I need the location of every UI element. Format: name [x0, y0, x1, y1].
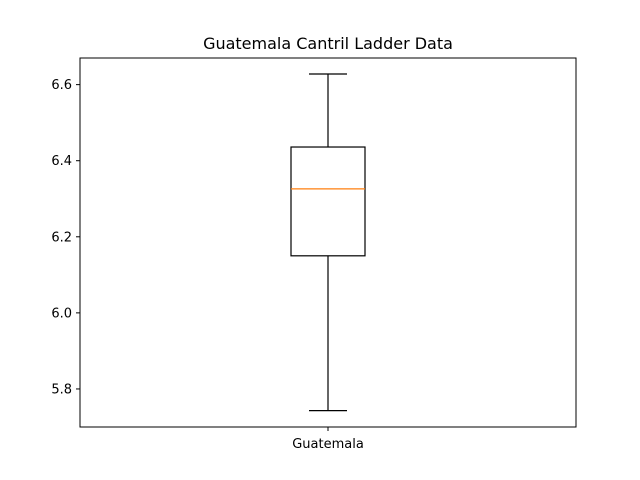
y-tick-label: 6.0	[51, 306, 72, 321]
plot-frame	[79, 57, 577, 428]
plot-marks	[290, 73, 366, 412]
y-tick-label: 6.2	[51, 230, 72, 245]
y-tick-label: 5.8	[51, 382, 72, 397]
x-tick-label: Guatemala	[292, 437, 364, 452]
chart-title: Guatemala Cantril Ladder Data	[203, 34, 453, 53]
y-tick-label: 6.6	[51, 78, 72, 93]
iqr-box	[290, 146, 366, 257]
y-tick-label: 6.4	[51, 154, 72, 169]
x-axis: Guatemala	[292, 427, 364, 452]
y-axis: 5.8 6.0 6.2 6.4 6.6	[51, 78, 80, 397]
